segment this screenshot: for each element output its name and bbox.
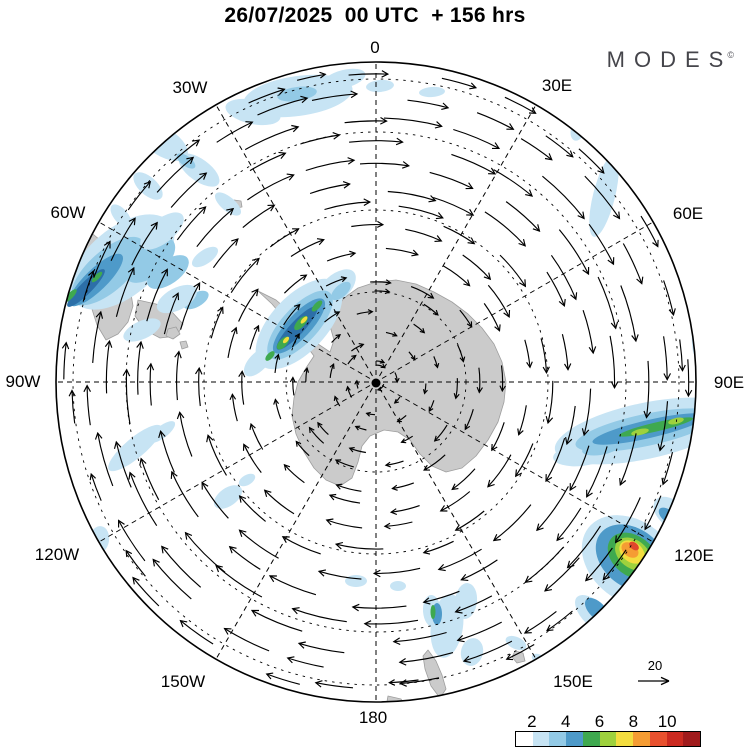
longitude-label-90e: 90E	[713, 373, 745, 392]
colorbar-tick-label: 8	[628, 712, 639, 731]
colorbar-ticks: 2 4 6 8 10	[515, 711, 701, 731]
modes-logo-text: MODES	[606, 47, 733, 72]
colorbar-tick-label: 6	[594, 712, 605, 731]
modes-logo: MODES©	[607, 47, 734, 73]
colorbar-segment	[666, 732, 684, 746]
wind-reference-value: 20	[647, 658, 663, 673]
colorbar-segment	[633, 732, 650, 746]
longitude-label-0: 0	[370, 38, 380, 57]
colorbar-segment	[549, 732, 567, 746]
longitude-label-30w: 30W	[172, 78, 208, 97]
colorbar-segment	[532, 732, 550, 746]
colorbar-segment	[566, 732, 583, 746]
longitude-label-60w: 60W	[50, 203, 86, 222]
longitude-label-150w: 150W	[160, 672, 206, 691]
longitude-label-120e: 120E	[674, 546, 714, 565]
colorbar-segment	[616, 732, 634, 746]
colorbar-scale	[515, 731, 701, 747]
longitude-label-180: 180	[358, 708, 388, 727]
wind-reference: 20	[633, 658, 677, 687]
longitude-label-30e: 30E	[541, 76, 573, 95]
colorbar-segment	[582, 732, 600, 746]
colorbar-segment	[599, 732, 617, 746]
colorbar-tick-label: 2	[527, 712, 537, 731]
colorbar: 2 4 6 8 10	[515, 711, 701, 747]
map-outline	[55, 61, 697, 703]
colorbar-segment	[649, 732, 667, 746]
precip-shading	[63, 68, 696, 667]
longitude-label-150e: 150E	[553, 672, 593, 691]
graticule	[57, 63, 695, 701]
reference-arrow-icon	[638, 677, 670, 686]
longitude-label-120w: 120W	[34, 545, 80, 564]
colorbar-segment	[683, 732, 701, 746]
longitude-label-60e: 60E	[672, 204, 704, 223]
longitude-label-90w: 90W	[5, 372, 41, 391]
wind-arrows	[61, 70, 693, 689]
pole-dot	[371, 378, 381, 388]
colorbar-segment	[516, 732, 533, 746]
colorbar-tick-label: 10	[657, 712, 677, 731]
copyright-icon: ©	[727, 50, 734, 60]
colorbar-tick-label: 4	[560, 712, 571, 731]
chart-title: 26/07/2025 00 UTC + 156 hrs	[224, 4, 526, 27]
